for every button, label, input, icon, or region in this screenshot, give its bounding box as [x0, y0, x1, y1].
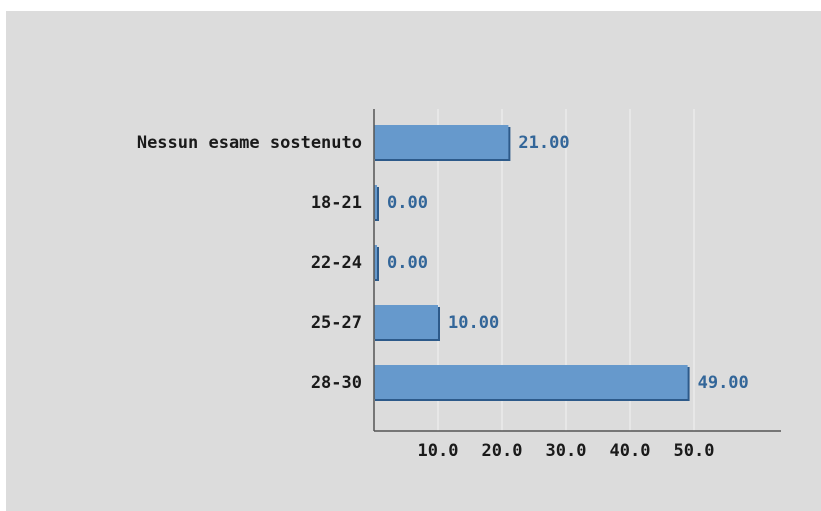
value-label-28-30: 49.00 [698, 373, 749, 393]
bar-nessun-esame-sostenuto [374, 125, 509, 159]
category-label-nessun-esame-sostenuto: Nessun esame sostenuto [137, 133, 362, 153]
category-label-22-24: 22-24 [311, 253, 362, 273]
bar-25-27 [374, 305, 438, 339]
x-tick-label-50: 50.0 [674, 441, 715, 461]
chart-panel: Nessun esame sostenuto 21.00 18-21 0.00 22-2… [6, 11, 821, 511]
bar-chart: Nessun esame sostenuto 21.00 18-21 0.00 22-2… [137, 109, 781, 461]
category-label-28-30: 28-30 [311, 373, 362, 393]
category-label-18-21: 18-21 [311, 193, 362, 213]
bar-22-24 [374, 245, 377, 279]
x-tick-label-10: 10.0 [418, 441, 459, 461]
category-label-25-27: 25-27 [311, 313, 362, 333]
value-label-18-21: 0.00 [387, 193, 428, 213]
x-tick-label-20: 20.0 [482, 441, 523, 461]
value-label-25-27: 10.00 [448, 313, 499, 333]
x-tick-label-30: 30.0 [546, 441, 587, 461]
bar-18-21 [374, 185, 377, 219]
bar-28-30 [374, 365, 688, 399]
value-label-nessun-esame-sostenuto: 21.00 [518, 133, 569, 153]
value-label-22-24: 0.00 [387, 253, 428, 273]
x-tick-label-40: 40.0 [610, 441, 651, 461]
